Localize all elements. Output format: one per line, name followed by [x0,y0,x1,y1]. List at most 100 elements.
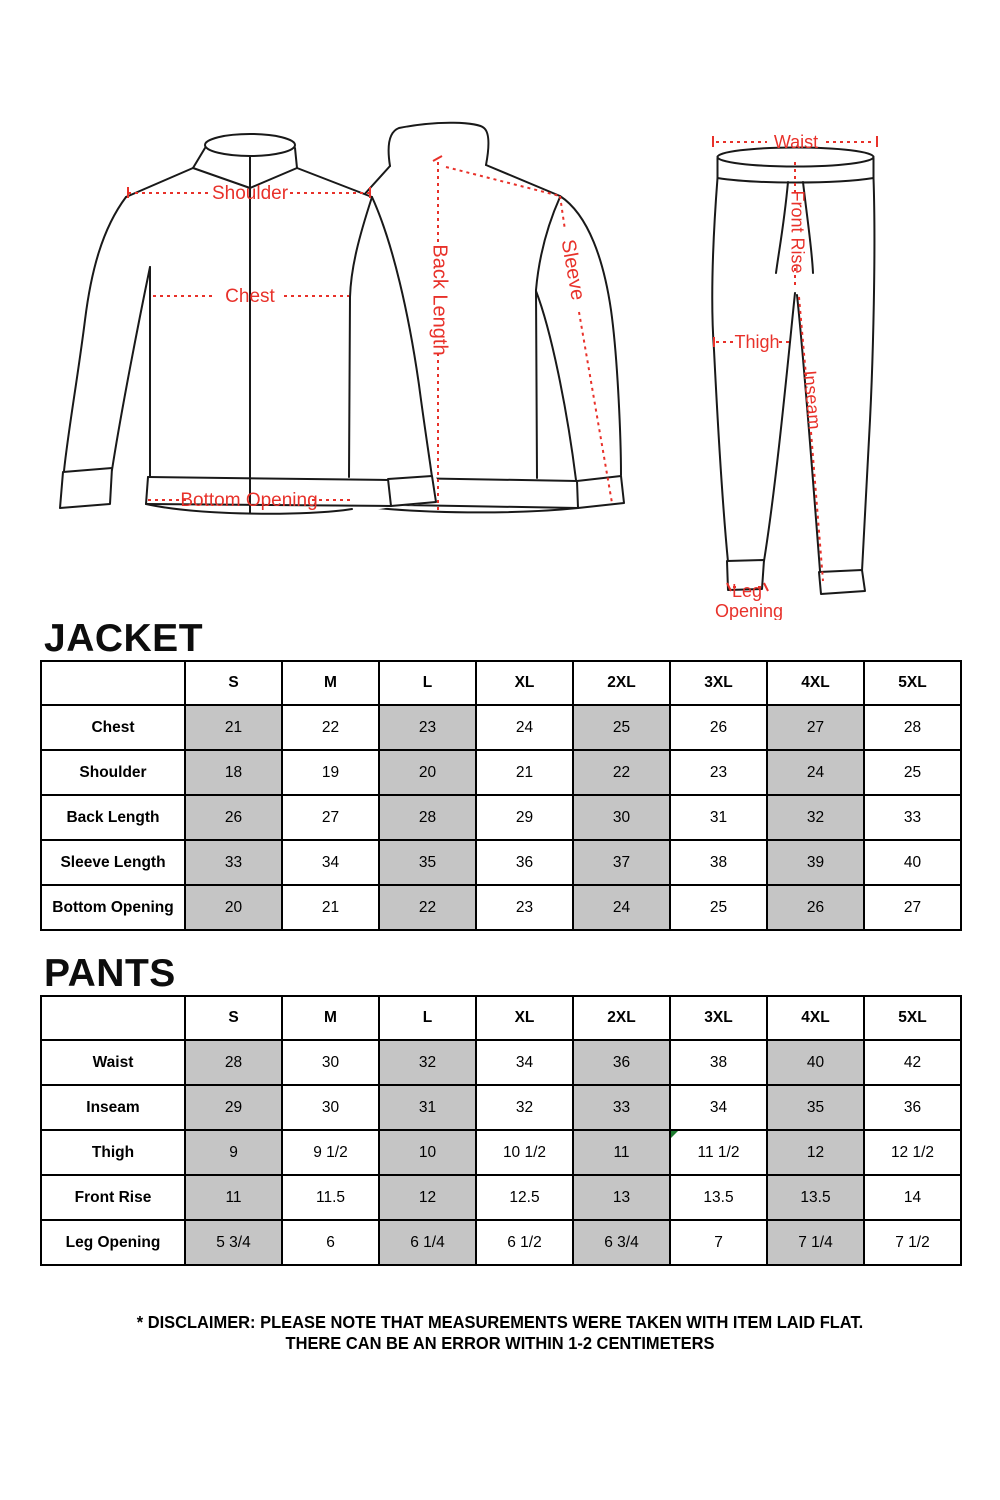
size-value-cell: 21 [281,884,380,931]
size-value-cell: 36 [475,839,574,886]
size-column-header: 4XL [766,995,865,1041]
size-value-cell: 38 [669,1039,768,1086]
jacket-size-table: S M L XL 2XL 3XL 4XL 5XL Chest 21 22 23 24 25 26 27 28 Sh… [40,660,962,931]
size-column-header: 5XL [863,660,962,706]
size-value-cell: 25 [572,704,671,751]
size-value-cell: 27 [281,794,380,841]
size-value-cell: 26 [184,794,283,841]
row-label-cell: Chest [40,704,186,751]
size-value-cell: 27 [766,704,865,751]
size-value-cell: 32 [766,794,865,841]
size-value-cell: 13.5 [669,1174,768,1221]
measurement-row: Sleeve Length 33 34 35 36 37 38 39 40 [40,839,962,886]
measurement-row: Inseam 29 30 31 32 33 34 35 36 [40,1084,962,1131]
size-value-cell: 6 [281,1219,380,1266]
size-column-header: M [281,660,380,706]
size-value-cell: 31 [669,794,768,841]
size-value-cell: 28 [184,1039,283,1086]
row-label-cell: Front Rise [40,1174,186,1221]
size-value-cell: 33 [572,1084,671,1131]
size-value-cell: 22 [572,749,671,796]
size-value-cell: 29 [184,1084,283,1131]
size-value-cell: 32 [475,1084,574,1131]
size-value-cell: 5 3/4 [184,1219,283,1266]
disclaimer-line-2: THERE CAN BE AN ERROR WITHIN 1-2 CENTIME… [285,1333,715,1353]
size-value-cell: 38 [669,839,768,886]
size-column-header: 3XL [669,995,768,1041]
size-value-cell: 12 [766,1129,865,1176]
size-value-cell: 12 1/2 [863,1129,962,1176]
size-value-cell: 36 [863,1084,962,1131]
size-value-cell: 22 [281,704,380,751]
size-value-cell: 32 [378,1039,477,1086]
size-value-cell: 21 [475,749,574,796]
size-value-cell: 26 [669,704,768,751]
size-value-cell: 11 [572,1129,671,1176]
size-value-cell: 29 [475,794,574,841]
leg-opening-label-line1: Leg [732,581,762,601]
row-label-cell: Back Length [40,794,186,841]
size-value-cell: 35 [766,1084,865,1131]
size-value-cell: 12 [378,1174,477,1221]
size-value-cell: 11.5 [281,1174,380,1221]
jacket-front-drawing [59,130,439,518]
size-value-cell: 13 [572,1174,671,1221]
size-column-header: M [281,995,380,1041]
size-value-cell: 19 [281,749,380,796]
size-value-cell: 30 [281,1039,380,1086]
size-column-header: XL [475,660,574,706]
measurement-diagram: Shoulder Chest Bottom Opening Back Lengt… [59,121,878,620]
size-value-cell: 33 [184,839,283,886]
size-column-header: S [184,660,283,706]
disclaimer: * DISCLAIMER: PLEASE NOTE THAT MEASUREME… [30,1312,970,1354]
jacket-section-title: JACKET [44,617,204,660]
pants-drawing [711,143,877,595]
row-label-cell: Inseam [40,1084,186,1131]
size-value-cell: 10 1/2 [475,1129,574,1176]
measurement-row: Bottom Opening 20 21 22 23 24 25 26 27 [40,884,962,931]
row-label-cell: Leg Opening [40,1219,186,1266]
size-value-cell: 30 [572,794,671,841]
size-value-cell: 18 [184,749,283,796]
size-value-cell: 10 [378,1129,477,1176]
size-value-cell: 35 [378,839,477,886]
size-value-cell: 28 [863,704,962,751]
size-value-cell: 30 [281,1084,380,1131]
front-rise-label: Front Rise [787,190,807,273]
size-value-cell: 6 1/4 [378,1219,477,1266]
size-value-cell: 23 [669,749,768,796]
size-column-header: 2XL [572,995,671,1041]
size-value-cell: 20 [378,749,477,796]
size-value-cell: 37 [572,839,671,886]
size-value-cell: 24 [766,749,865,796]
size-value-cell: 20 [184,884,283,931]
size-value-cell: 21 [184,704,283,751]
measure-end-ticks [127,136,878,592]
size-value-cell: 27 [863,884,962,931]
row-label-cell: Thigh [40,1129,186,1176]
measurement-row: Front Rise 11 11.5 12 12.5 13 13.5 13.5 14 [40,1174,962,1221]
sleeve-line [445,166,613,504]
row-label-cell: Bottom Opening [40,884,186,931]
size-value-cell: 11 1/2 [669,1129,768,1176]
disclaimer-line-1: * DISCLAIMER: PLEASE NOTE THAT MEASUREME… [136,1312,864,1332]
measurement-row: Chest 21 22 23 24 25 26 27 28 [40,704,962,751]
size-value-cell: 33 [863,794,962,841]
size-value-cell: 25 [863,749,962,796]
size-value-cell: 7 1/2 [863,1219,962,1266]
size-column-header: 4XL [766,660,865,706]
measurement-row: Thigh 9 9 1/2 10 10 1/2 11 11 1/2 12 12 1/2 [40,1129,962,1176]
size-value-cell: 14 [863,1174,962,1221]
size-column-header: L [378,995,477,1041]
leg-opening-label-line2: Opening [715,601,783,620]
size-value-cell: 34 [475,1039,574,1086]
size-value-cell: 24 [475,704,574,751]
size-value-cell: 26 [766,884,865,931]
size-value-cell: 23 [378,704,477,751]
size-column-header: S [184,995,283,1041]
bottom-opening-label: Bottom Opening [180,490,317,511]
size-column-header: 2XL [572,660,671,706]
size-value-cell: 6 3/4 [572,1219,671,1266]
measurement-annotations [127,136,878,592]
size-value-cell: 34 [281,839,380,886]
